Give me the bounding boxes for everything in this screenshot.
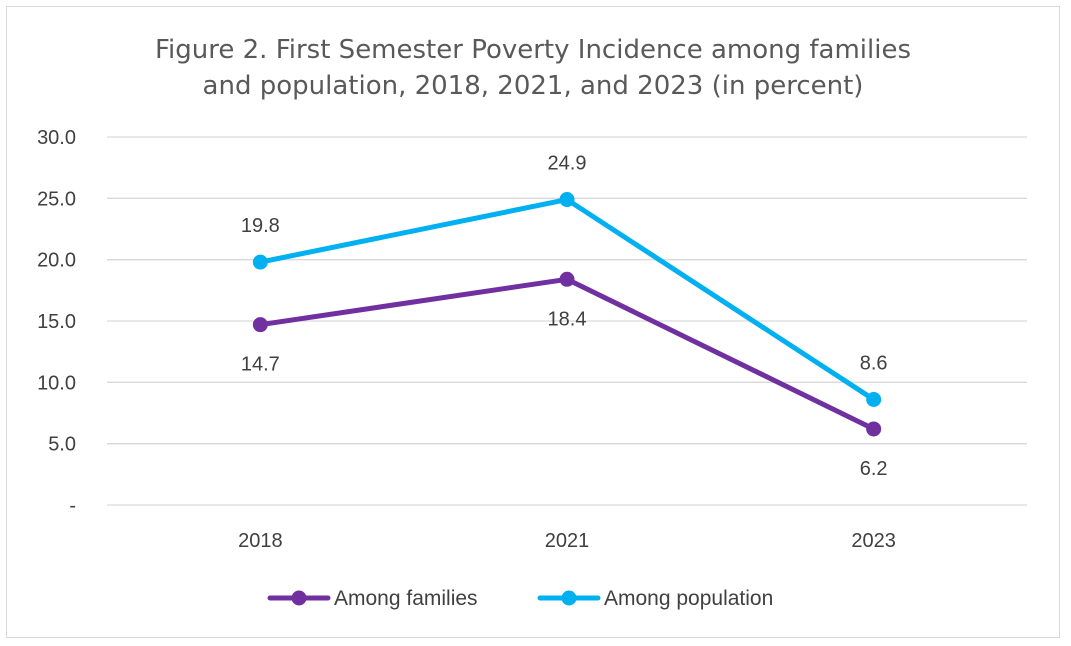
x-axis-ticks: 2018 2021 2023 [238, 530, 896, 552]
legend-label: Among families [334, 587, 478, 610]
legend-marker-1 [561, 590, 577, 606]
data-label: 14.7 [241, 354, 280, 376]
y-tick-label: 5.0 [48, 434, 76, 456]
y-tick-label: 30.0 [37, 127, 76, 149]
series-line-0 [257, 276, 877, 432]
y-tick-label: 20.0 [37, 250, 76, 272]
legend-label: Among population [604, 587, 773, 610]
y-axis-ticks: - 5.0 10.0 15.0 20.0 25.0 30.0 [37, 127, 76, 517]
data-label: 19.8 [241, 215, 280, 237]
data-point [559, 192, 575, 208]
series-line-1 [257, 197, 877, 403]
data-labels: 14.7 18.4 6.2 19.8 24.9 8.6 [241, 153, 888, 480]
data-label: 8.6 [860, 353, 888, 375]
x-tick-label: 2021 [545, 530, 590, 552]
data-point [866, 392, 882, 408]
data-point [866, 421, 882, 437]
data-label: 24.9 [548, 153, 587, 175]
data-label: 18.4 [548, 308, 587, 330]
legend: Among families Among population [267, 587, 773, 610]
x-tick-label: 2018 [238, 530, 283, 552]
series-layer [252, 192, 882, 437]
data-label: 6.2 [860, 458, 888, 480]
y-tick-label: - [69, 495, 76, 517]
x-tick-label: 2023 [851, 530, 896, 552]
data-point [252, 254, 268, 270]
y-tick-label: 15.0 [37, 311, 76, 333]
y-tick-label: 25.0 [37, 188, 76, 210]
y-tick-label: 10.0 [37, 372, 76, 394]
chart-title-line-1: Figure 2. First Semester Poverty Inciden… [155, 35, 911, 65]
legend-marker-0 [291, 590, 307, 606]
chart-frame [6, 6, 1060, 638]
data-point [559, 271, 575, 287]
chart-title-line-2: and population, 2018, 2021, and 2023 (in… [203, 71, 864, 101]
data-point [252, 317, 268, 333]
